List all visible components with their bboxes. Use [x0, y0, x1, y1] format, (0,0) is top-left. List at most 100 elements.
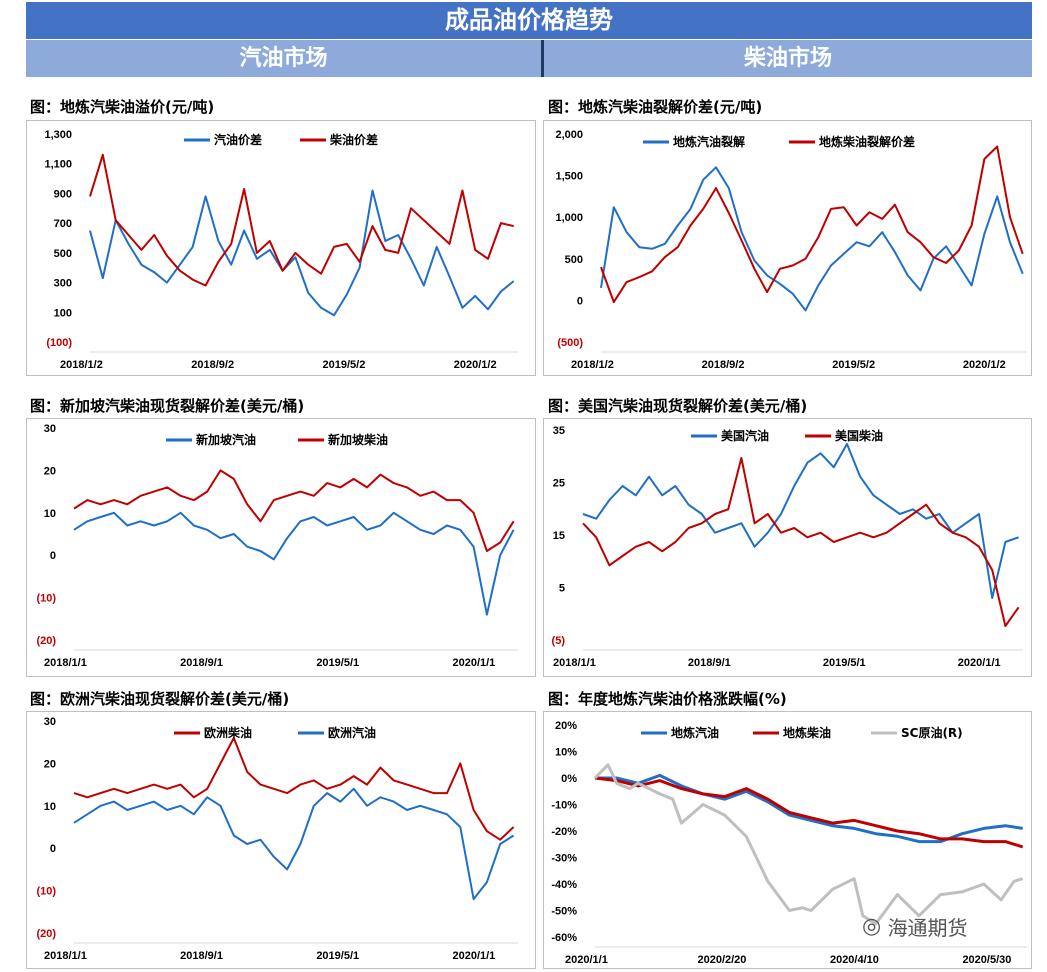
x-tick-label: 2018/9/1 [180, 657, 223, 669]
chart-title-p6: 图：年度地炼汽柴油价格涨跌幅(%) [548, 690, 787, 708]
y-tick-label: (10) [36, 593, 56, 605]
series-line-0 [73, 511, 515, 616]
y-tick-label: (20) [36, 635, 56, 647]
x-tick-label: 2020/1/1 [958, 657, 1001, 669]
y-tick-label: 30 [44, 423, 56, 435]
x-tick-label: 2018/1/2 [571, 359, 614, 371]
legend-label: 欧洲汽油 [328, 725, 376, 740]
chart-panel-p3: 30 20 10 0 (10) (20) 2018/1/1 2018/9/1 2019/5/1 2… [26, 418, 536, 677]
chart-panel-p2: 2,000 1,500 1,000 500 0 (500) 2018/1/2 2018/9/2… [543, 120, 1032, 376]
series-line-1 [594, 776, 1024, 849]
y-tick-label: 20 [44, 758, 56, 770]
series-line-0 [89, 189, 515, 317]
y-tick-label: 900 [54, 188, 72, 200]
legend-label: 地炼汽油裂解 [673, 134, 745, 149]
diesel-market-header: 柴油市场 [544, 40, 1032, 77]
legend-label: 地炼汽油 [671, 725, 719, 740]
x-tick-label: 2019/5/1 [316, 657, 359, 669]
x-tick-label: 2018/1/1 [553, 657, 596, 669]
chart-title-p2: 图：地炼汽柴油裂解价差(元/吨) [548, 98, 763, 116]
y-tick-label: -10% [551, 800, 577, 812]
x-tick-label: 2018/1/1 [44, 657, 87, 669]
x-tick-label: 2018/9/2 [702, 359, 745, 371]
series-line-1 [73, 469, 515, 552]
y-tick-label: 1,000 [555, 212, 583, 224]
y-tick-label: (5) [552, 635, 566, 647]
y-tick-label: 300 [54, 278, 72, 290]
chart-svg-p6: 20% 10% 0% -10% -20% -30% -40% -50% -60% 2020/1/1… [543, 711, 1032, 969]
y-tick-label: 0 [577, 295, 583, 307]
y-tick-label: -20% [551, 826, 577, 838]
y-tick-label: 0 [50, 550, 56, 562]
chart-svg-p4: 35 25 15 5 (5) 2018/1/1 2018/9/1 2019/5/1 2020/1… [543, 418, 1032, 677]
y-tick-label: 10 [44, 508, 56, 520]
x-tick-label: 2019/5/1 [316, 950, 359, 962]
legend-label: 美国汽油 [721, 428, 769, 443]
y-tick-label: -60% [551, 932, 577, 944]
x-tick-label: 2020/1/1 [452, 950, 495, 962]
x-tick-label: 2018/9/2 [191, 359, 234, 371]
plot-frame [543, 120, 1032, 376]
x-tick-label: 2018/9/1 [180, 950, 223, 962]
y-tick-label: 500 [54, 248, 72, 260]
series-line-2 [593, 763, 1024, 926]
chart-title-p5: 图：欧洲汽柴油现货裂解价差(美元/桶) [30, 690, 290, 708]
x-tick-label: 2020/2/20 [697, 954, 746, 966]
y-tick-label: 1,300 [44, 129, 72, 141]
legend-label: 地炼柴油 [783, 725, 831, 740]
legend-label: SC原油(R) [901, 725, 963, 740]
plot-frame [26, 120, 536, 376]
legend-label: 汽油价差 [214, 132, 262, 147]
chart-svg-p5: 30 20 10 0 (10) (20) 2018/1/1 2018/9/1 2019/5/1 2… [26, 711, 536, 969]
x-tick-label: 2018/1/1 [44, 950, 87, 962]
x-tick-label: 2020/1/2 [454, 359, 497, 371]
legend-label: 地炼柴油裂解价差 [819, 134, 915, 149]
y-tick-label: 2,000 [555, 129, 583, 141]
wechat-icon: ◎ [862, 914, 882, 939]
chart-svg-p2: 2,000 1,500 1,000 500 0 (500) 2018/1/2 2018/9/2… [543, 120, 1032, 376]
series-line-0 [595, 773, 1023, 844]
series-line-1 [600, 145, 1024, 304]
y-tick-label: (100) [46, 337, 72, 349]
series-line-1 [89, 153, 514, 287]
series-line-0 [582, 443, 1019, 599]
y-tick-label: -50% [551, 906, 577, 918]
y-tick-label: 10 [44, 801, 56, 813]
y-tick-label: 500 [565, 254, 583, 266]
header-divider [541, 40, 544, 77]
page-banner: 成品油价格趋势 [26, 2, 1032, 39]
watermark: ◎ 海通期货 [862, 912, 968, 941]
gasoline-market-header: 汽油市场 [26, 40, 541, 77]
x-tick-label: 2018/1/2 [60, 359, 103, 371]
y-tick-label: 5 [559, 583, 565, 595]
chart-panel-p6: 20% 10% 0% -10% -20% -30% -40% -50% -60% 2020/1/1… [543, 711, 1032, 969]
series-line-0 [73, 737, 515, 841]
chart-panel-p4: 35 25 15 5 (5) 2018/1/1 2018/9/1 2019/5/1 2020/1… [543, 418, 1032, 677]
y-tick-label: 25 [553, 478, 565, 490]
watermark-text: 海通期货 [887, 916, 968, 940]
y-tick-label: 100 [54, 307, 72, 319]
x-tick-label: 2018/9/1 [688, 657, 731, 669]
chart-svg-p1: 1,300 1,100 900 700 500 300 100 (100) 2018/1/2 20… [26, 120, 536, 376]
y-tick-label: 20 [44, 465, 56, 477]
x-tick-label: 2020/1/1 [565, 954, 608, 966]
legend-label: 新加坡汽油 [196, 432, 256, 447]
plot-frame [26, 711, 536, 969]
y-tick-label: 0% [561, 773, 577, 785]
legend-label: 新加坡柴油 [328, 432, 388, 447]
chart-svg-p3: 30 20 10 0 (10) (20) 2018/1/1 2018/9/1 2019/5/1 2… [26, 418, 536, 677]
x-tick-label: 2019/5/2 [323, 359, 366, 371]
y-tick-label: 0 [50, 843, 56, 855]
legend-label: 美国柴油 [835, 428, 883, 443]
y-tick-label: (10) [36, 886, 56, 898]
x-tick-label: 2020/4/10 [830, 954, 879, 966]
y-tick-label: 15 [553, 530, 565, 542]
x-tick-label: 2019/5/2 [832, 359, 875, 371]
x-tick-label: 2019/5/1 [823, 657, 866, 669]
y-tick-label: -40% [551, 879, 577, 891]
y-tick-label: 20% [555, 720, 577, 732]
legend-label: 欧洲柴油 [204, 725, 252, 740]
series-line-1 [582, 457, 1020, 627]
y-tick-label: 1,100 [44, 159, 72, 171]
y-tick-label: 1,500 [555, 171, 583, 183]
